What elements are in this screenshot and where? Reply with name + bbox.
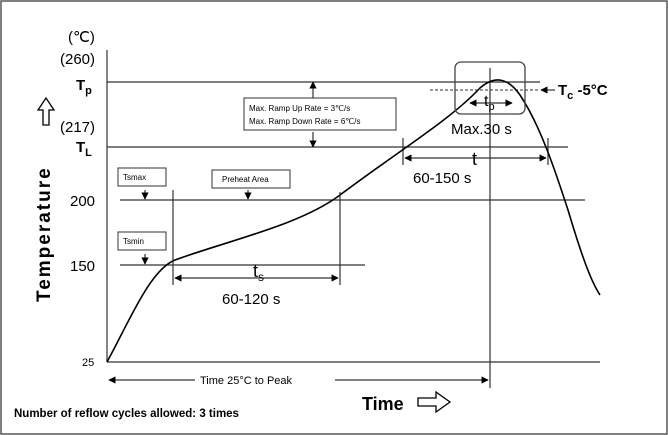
ts-range: 60-120 s <box>222 291 280 308</box>
tsmax-box <box>117 167 167 187</box>
t-label: t <box>472 149 477 169</box>
tsmin-box <box>117 231 167 251</box>
y-axis-label: Temperature <box>34 166 55 302</box>
tsmax-label: Tsmax <box>123 173 146 182</box>
profile-curve <box>106 79 601 363</box>
tick-150: 150 <box>70 258 95 275</box>
x-axis-arrow-icon <box>417 390 452 414</box>
tick-25: 25 <box>82 357 94 369</box>
ramp-box <box>243 97 397 131</box>
preheat-box <box>211 169 291 189</box>
unit-label: (℃) <box>68 29 95 46</box>
ts-label: ts <box>253 261 264 284</box>
tc-label: Tc -5°C <box>558 82 608 102</box>
tp-time-range: Max.30 s <box>451 121 512 138</box>
tp-time-label: tp <box>484 93 495 113</box>
preheat-label: Preheat Area <box>222 175 269 184</box>
peak-label-bg <box>195 373 335 387</box>
tick-217: (217) <box>60 119 95 136</box>
tp-label: Tp <box>76 77 92 97</box>
tp-box <box>454 61 526 115</box>
tl-label: TL <box>76 139 92 159</box>
ramp-down: Max. Ramp Down Rate = 6℃/s <box>249 117 360 126</box>
t-range: 60-150 s <box>413 170 471 187</box>
y-axis-arrow-icon <box>36 96 56 126</box>
x-axis-label: Time <box>362 394 404 414</box>
tick-200: 200 <box>70 193 95 210</box>
time-to-peak: Time 25°C to Peak <box>200 375 293 387</box>
tsmin-label: Tsmin <box>123 237 144 246</box>
tick-260: (260) <box>60 51 95 68</box>
ramp-up: Max. Ramp Up Rate = 3℃/s <box>249 104 350 113</box>
note: Number of reflow cycles allowed: 3 times <box>14 408 239 420</box>
